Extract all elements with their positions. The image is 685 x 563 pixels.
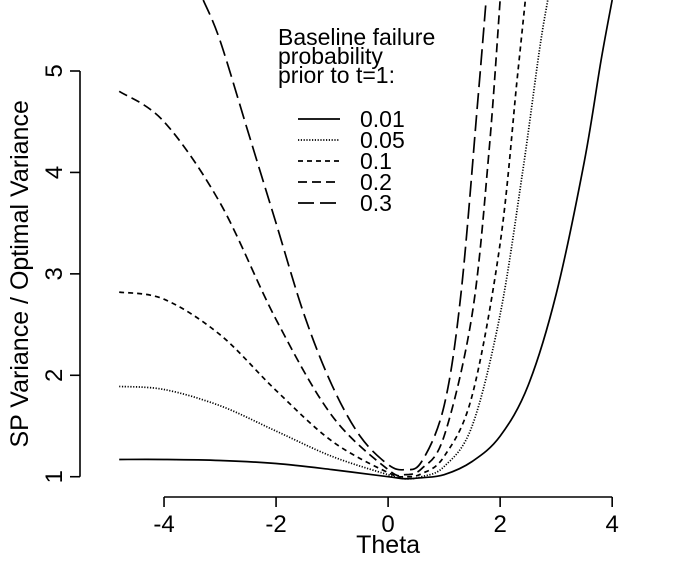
legend-title-line: prior to t=1:	[278, 62, 395, 88]
legend-label: 0.05	[360, 127, 405, 153]
legend-label: 0.01	[360, 106, 405, 132]
x-axis-title: Theta	[356, 531, 420, 559]
series-line-0-1	[119, 0, 527, 478]
x-tick-label: 2	[493, 511, 506, 538]
y-tick-label: 2	[41, 369, 68, 382]
legend-title-line: probability	[278, 43, 383, 69]
series-line-0-05	[119, 0, 549, 480]
legend-label: 0.1	[360, 148, 392, 174]
legend-label: 0.3	[360, 190, 392, 216]
x-tick-label: 0	[381, 511, 394, 538]
series-line-0-2	[118, 0, 501, 477]
legend-label: 0.2	[360, 169, 392, 195]
axes: 1 2 3 4 5 -4 -2 0 2 4 Theta SP Variance / Optimal V…	[6, 64, 619, 559]
y-tick-label: 3	[41, 267, 68, 280]
y-tick-label: 5	[41, 64, 68, 77]
legend-title-line: Baseline failure	[278, 24, 435, 50]
y-tick-label: 1	[41, 470, 68, 483]
x-tick-label: -2	[265, 511, 286, 538]
plot-area	[118, 0, 614, 480]
x-tick-label: -4	[153, 511, 174, 538]
series-line-0-01	[119, 0, 614, 480]
x-tick-label: 4	[605, 511, 618, 538]
series-line-0-3	[202, 0, 487, 471]
y-tick-label: 4	[41, 166, 68, 179]
y-axis-title: SP Variance / Optimal Variance	[6, 100, 34, 447]
